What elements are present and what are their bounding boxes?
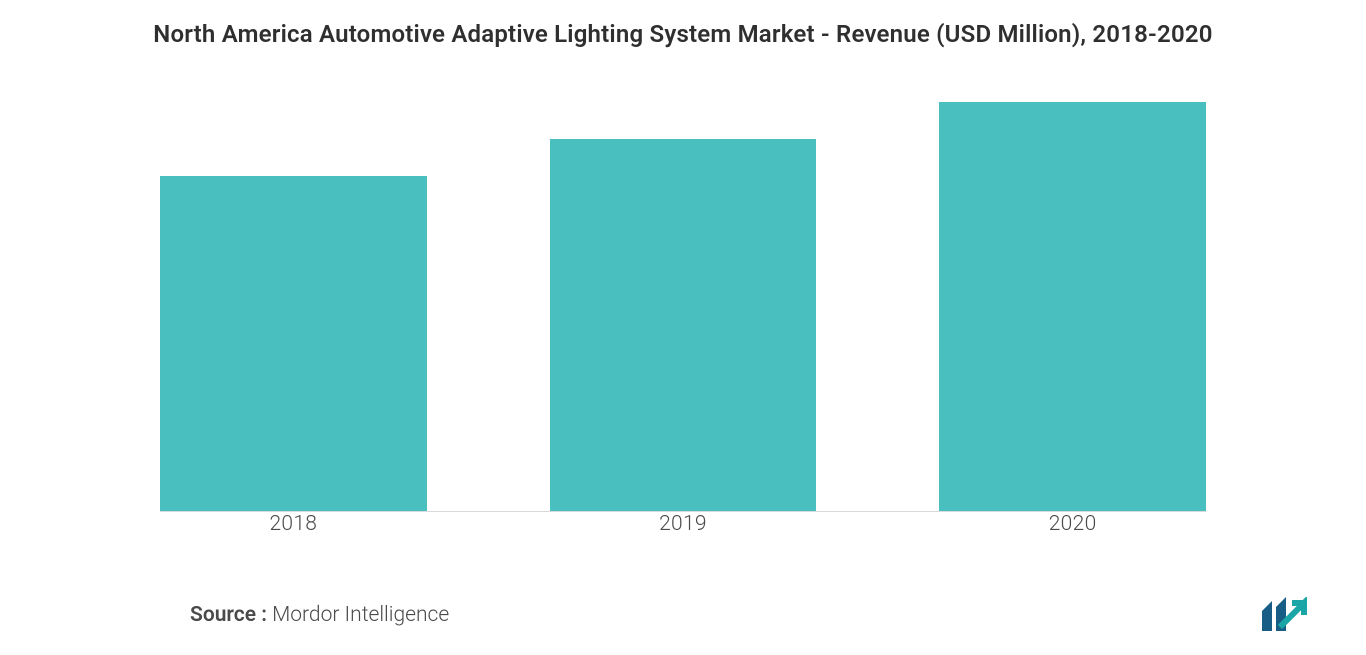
bar: [160, 176, 427, 511]
chart-title: North America Automotive Adaptive Lighti…: [0, 0, 1366, 50]
chart-area: 2018 2019 2020: [160, 102, 1206, 540]
x-axis-label: 2020: [939, 512, 1206, 536]
x-axis-label: 2019: [550, 512, 817, 536]
bar-slot: [550, 139, 817, 511]
bar-slot: [939, 102, 1206, 511]
bar-slot: [160, 176, 427, 511]
chart-plot: [160, 102, 1206, 512]
source-value: Mordor Intelligence: [267, 603, 449, 627]
x-axis-labels: 2018 2019 2020: [160, 512, 1206, 546]
source-attribution: Source : Mordor Intelligence: [190, 603, 449, 627]
mordor-logo: [1260, 597, 1316, 633]
bar: [939, 102, 1206, 511]
source-label: Source :: [190, 603, 267, 627]
bar: [550, 139, 817, 511]
mordor-logo-icon: [1260, 597, 1316, 633]
x-axis-label: 2018: [160, 512, 427, 536]
